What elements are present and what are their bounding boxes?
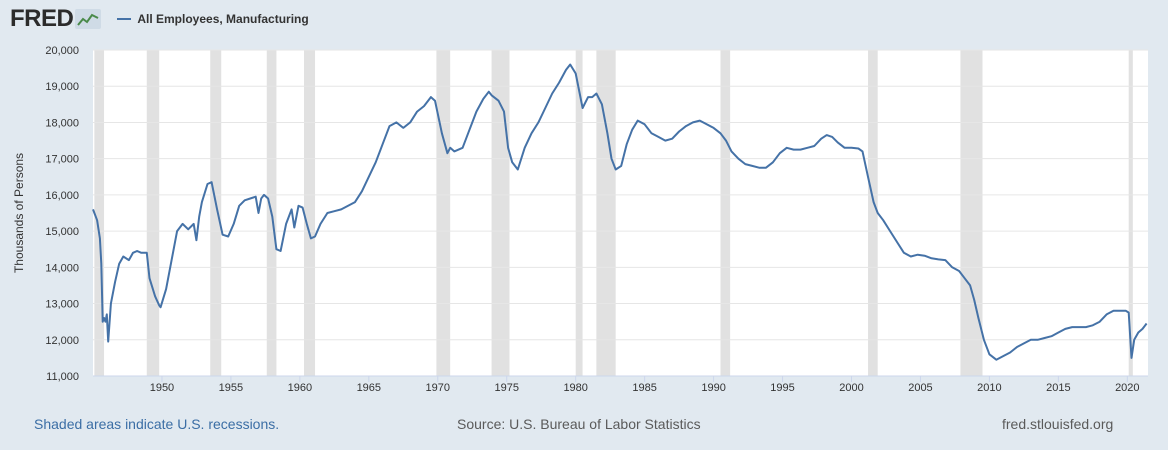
x-tick-label: 1990 (701, 382, 725, 394)
recession-band (720, 50, 731, 376)
y-tick-label: 17,000 (45, 154, 79, 166)
chart-header: FRED All Employees, Manufacturing (10, 5, 309, 32)
legend-swatch (117, 18, 132, 20)
x-tick-label: 1955 (219, 382, 243, 394)
recession-band (575, 50, 583, 376)
y-tick-label: 11,000 (46, 371, 79, 383)
recession-band (491, 50, 510, 376)
y-axis: 11,000 12,000 13,000 14,000 15,000 16,000 17,0… (45, 45, 79, 383)
x-tick-label: 1960 (288, 382, 312, 394)
y-tick-label: 15,000 (45, 226, 79, 238)
fred-logo[interactable]: FRED (10, 5, 74, 32)
legend-label: All Employees, Manufacturing (137, 12, 309, 26)
source-note: Source: U.S. Bureau of Labor Statistics (457, 416, 701, 432)
x-tick-label: 2005 (908, 382, 932, 394)
recession-band (146, 50, 160, 376)
series-line (92, 63, 1148, 361)
plot-area (93, 50, 1148, 376)
x-tick-label: 1950 (150, 382, 174, 394)
y-tick-label: 12,000 (45, 335, 79, 347)
recession-band (94, 50, 105, 376)
x-tick-label: 1995 (770, 382, 794, 394)
y-tick-label: 14,000 (45, 262, 79, 274)
x-tick-label: 2010 (977, 382, 1001, 394)
recession-band (210, 50, 222, 376)
x-tick-label: 1975 (494, 382, 518, 394)
recession-band (304, 50, 316, 376)
recession-band (1128, 50, 1133, 376)
recession-band (960, 50, 983, 376)
x-tick-label: 1965 (357, 382, 381, 394)
employment-line-chart: 11,000 12,000 13,000 14,000 15,000 16,000 17,0… (12, 45, 1148, 394)
x-tick-label: 2020 (1115, 382, 1139, 394)
recession-band (868, 50, 878, 376)
y-tick-label: 13,000 (45, 299, 79, 311)
site-link[interactable]: fred.stlouisfed.org (1002, 416, 1114, 432)
gridlines (93, 49, 1148, 377)
chart-legend: All Employees, Manufacturing (117, 12, 309, 26)
recession-band (596, 50, 616, 376)
line-chart-icon (75, 9, 102, 29)
x-tick-label: 1985 (632, 382, 656, 394)
x-tick-label: 2015 (1046, 382, 1070, 394)
x-tick-label: 2000 (839, 382, 863, 394)
x-tick-label: 1980 (563, 382, 587, 394)
series-layer (92, 63, 1148, 361)
y-tick-label: 16,000 (45, 190, 79, 202)
y-tick-label: 18,000 (45, 117, 79, 129)
y-tick-label: 20,000 (45, 45, 79, 57)
y-axis-label: Thousands of Persons (12, 153, 26, 273)
recession-note: Shaded areas indicate U.S. recessions. (34, 416, 280, 432)
recession-band (436, 50, 451, 376)
x-tick-label: 1970 (426, 382, 450, 394)
y-tick-label: 19,000 (45, 81, 79, 93)
x-axis: 1950 1955 1960 1965 1970 1975 1980 1985 1990 1995… (93, 375, 1148, 394)
